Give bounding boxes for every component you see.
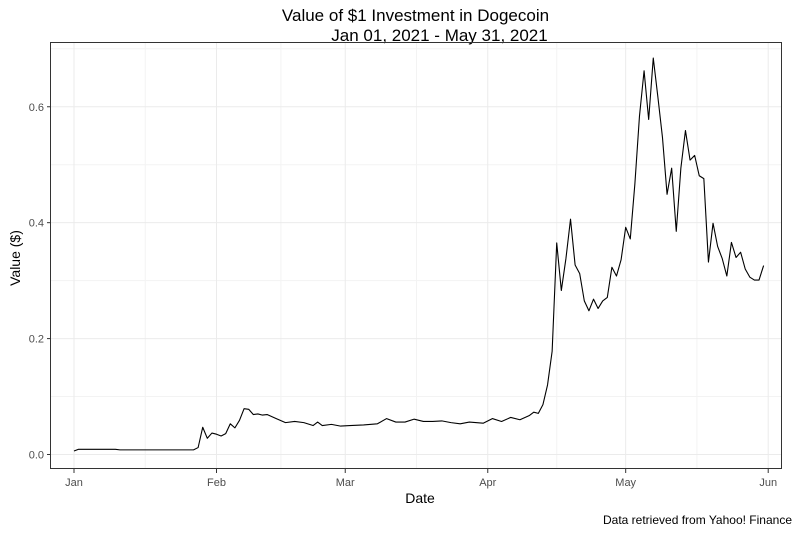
x-tick-label: Jun xyxy=(759,477,777,489)
panel-border xyxy=(50,42,782,469)
y-axis-title: Value ($) xyxy=(7,230,23,286)
y-axis: 0.0 0.2 0.4 0.6 xyxy=(29,102,51,462)
minor-gridlines xyxy=(51,43,782,469)
x-tick-label: Feb xyxy=(207,477,226,489)
series-group xyxy=(73,57,765,452)
x-axis-title: Date xyxy=(405,490,435,506)
major-gridlines xyxy=(51,43,782,469)
y-tick-label: 0.6 xyxy=(29,102,44,114)
x-tick-label: Mar xyxy=(336,477,355,489)
x-tick-label: May xyxy=(615,477,636,489)
x-tick-label: Jan xyxy=(65,477,83,489)
y-tick-label: 0.2 xyxy=(29,334,44,346)
x-tick-label: Apr xyxy=(479,477,496,489)
data-source-caption: Data retrieved from Yahoo! Finance xyxy=(603,513,792,527)
chart-subtitle: Jan 01, 2021 - May 31, 2021 xyxy=(331,26,548,45)
series-line xyxy=(73,57,765,452)
y-tick-label: 0.0 xyxy=(29,450,44,462)
x-axis: Jan Feb Mar Apr May Jun xyxy=(65,469,777,489)
y-tick-label: 0.4 xyxy=(29,218,44,230)
chart-title-block: Value of $1 Investment in Dogecoin Jan 0… xyxy=(0,6,801,46)
chart-title: Value of $1 Investment in Dogecoin xyxy=(281,6,550,25)
